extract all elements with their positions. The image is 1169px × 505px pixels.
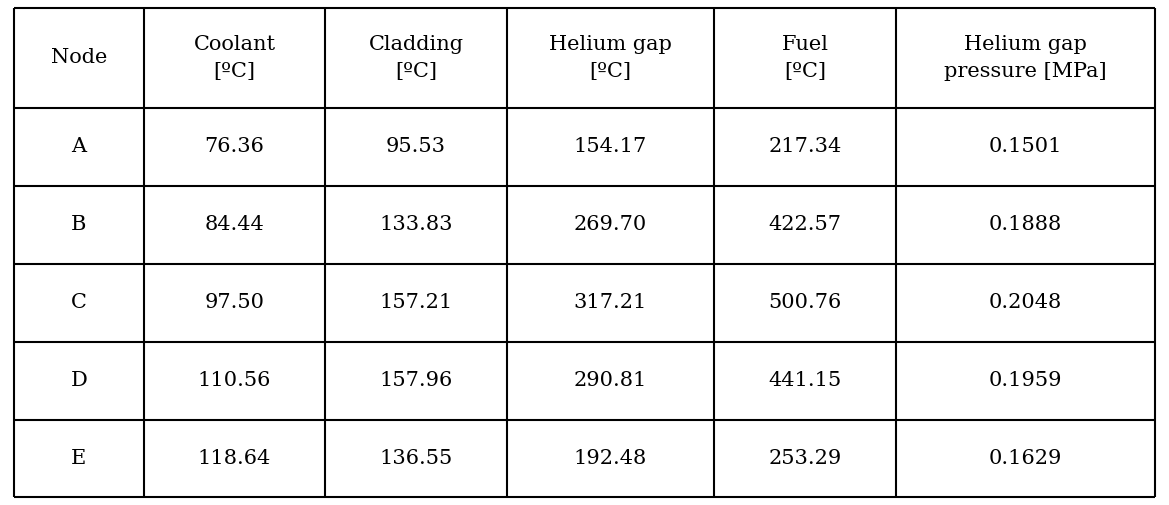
Text: Helium gap
[ºC]: Helium gap [ºC] <box>549 35 672 80</box>
Text: 441.15: 441.15 <box>768 371 842 390</box>
Text: 154.17: 154.17 <box>574 137 648 157</box>
Text: D: D <box>70 371 88 390</box>
Text: 192.48: 192.48 <box>574 449 648 468</box>
Text: 157.21: 157.21 <box>379 293 452 312</box>
Text: 76.36: 76.36 <box>205 137 264 157</box>
Text: 0.1888: 0.1888 <box>989 215 1061 234</box>
Text: 0.2048: 0.2048 <box>989 293 1061 312</box>
Text: 110.56: 110.56 <box>198 371 271 390</box>
Text: 422.57: 422.57 <box>768 215 842 234</box>
Text: 84.44: 84.44 <box>205 215 264 234</box>
Text: C: C <box>71 293 87 312</box>
Text: Fuel
[ºC]: Fuel [ºC] <box>781 35 829 80</box>
Text: 157.96: 157.96 <box>379 371 452 390</box>
Text: B: B <box>71 215 87 234</box>
Text: 0.1501: 0.1501 <box>989 137 1063 157</box>
Text: 97.50: 97.50 <box>205 293 264 312</box>
Text: 290.81: 290.81 <box>574 371 648 390</box>
Text: 0.1959: 0.1959 <box>989 371 1063 390</box>
Text: E: E <box>71 449 87 468</box>
Text: 95.53: 95.53 <box>386 137 445 157</box>
Text: Cladding
[ºC]: Cladding [ºC] <box>368 35 463 80</box>
Text: 133.83: 133.83 <box>379 215 452 234</box>
Text: 253.29: 253.29 <box>768 449 842 468</box>
Text: 118.64: 118.64 <box>198 449 271 468</box>
Text: 217.34: 217.34 <box>768 137 842 157</box>
Text: Helium gap
pressure [MPa]: Helium gap pressure [MPa] <box>945 35 1107 80</box>
Text: 0.1629: 0.1629 <box>989 449 1061 468</box>
Text: 269.70: 269.70 <box>574 215 648 234</box>
Text: 136.55: 136.55 <box>379 449 452 468</box>
Text: A: A <box>71 137 87 157</box>
Text: 500.76: 500.76 <box>768 293 842 312</box>
Text: Coolant
[ºC]: Coolant [ºC] <box>193 35 276 80</box>
Text: 317.21: 317.21 <box>574 293 648 312</box>
Text: Node: Node <box>50 48 108 67</box>
